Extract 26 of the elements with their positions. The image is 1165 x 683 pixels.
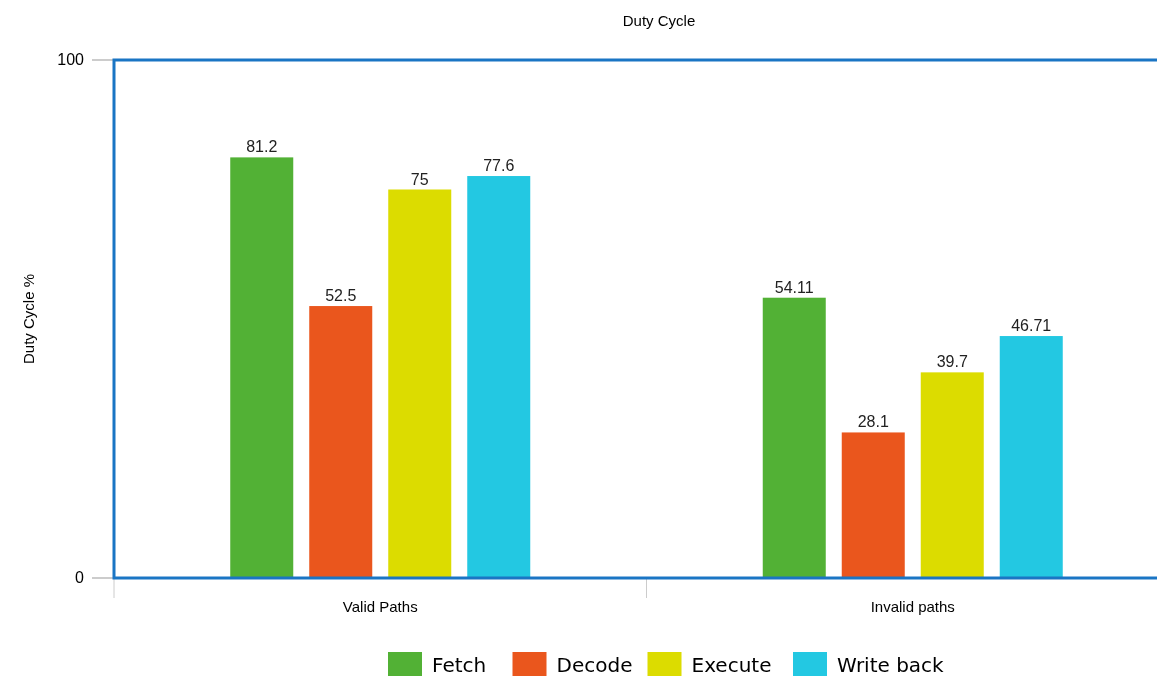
data-label: 75	[410, 170, 429, 188]
bar	[920, 372, 984, 578]
legend-label: Execute	[691, 653, 772, 677]
data-label: 77.6	[483, 157, 515, 175]
data-label: 39.7	[936, 353, 968, 371]
y-axis-title: Duty Cycle %	[20, 273, 37, 365]
data-label: 54.11	[774, 278, 814, 296]
bar	[388, 189, 452, 578]
data-label: 28.1	[857, 413, 889, 431]
bar	[999, 336, 1063, 578]
legend-label: Write back	[837, 653, 945, 677]
data-label: 52.5	[325, 287, 357, 305]
legend-label: Decode	[556, 653, 633, 677]
bar	[230, 157, 294, 578]
legend-label: Fetch	[432, 653, 487, 677]
bar	[841, 432, 905, 578]
data-label: 81.2	[246, 138, 278, 156]
bar	[762, 297, 826, 578]
y-tick-label: 100	[57, 51, 85, 68]
bar	[309, 306, 373, 578]
chart-title: Duty Cycle	[622, 12, 696, 29]
y-tick-label: 0	[75, 569, 85, 586]
data-label: 46.71	[1011, 317, 1052, 335]
x-tick-label: Invalid paths	[870, 598, 955, 615]
x-tick-label: Valid Paths	[342, 598, 418, 615]
bar	[467, 176, 531, 578]
